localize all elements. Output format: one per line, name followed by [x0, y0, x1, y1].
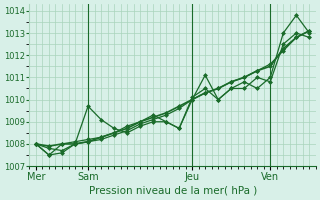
X-axis label: Pression niveau de la mer( hPa ): Pression niveau de la mer( hPa ) [89, 186, 257, 196]
